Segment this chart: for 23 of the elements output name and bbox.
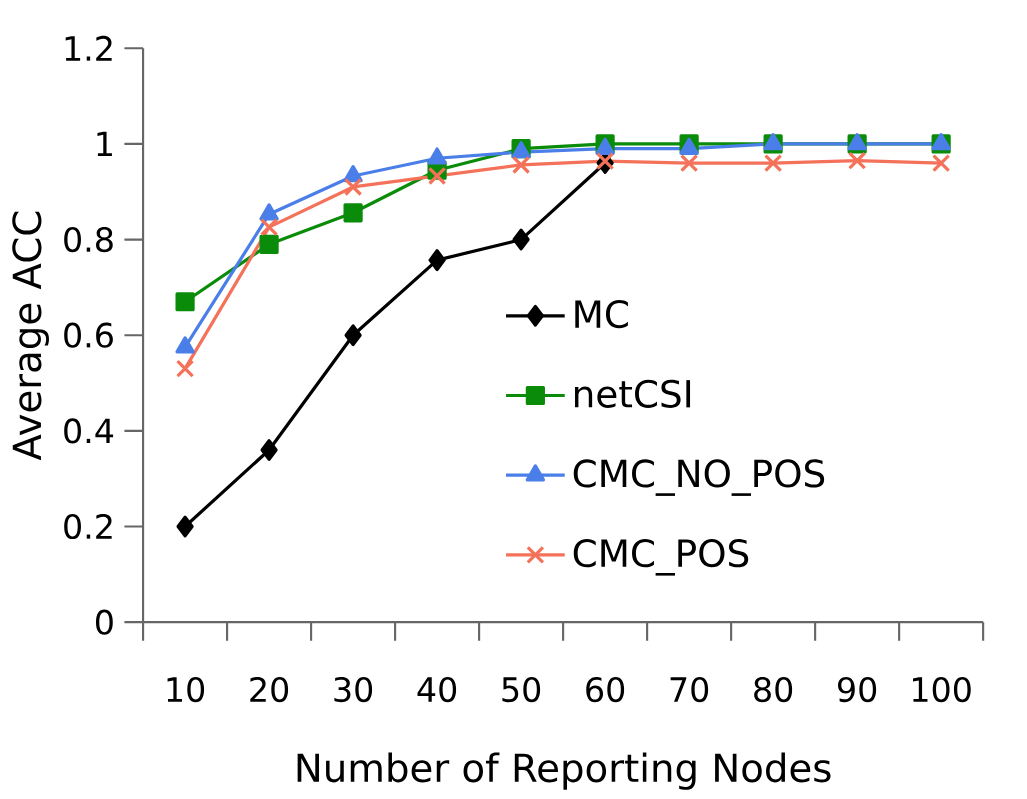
- y-tick-label: 1.2: [65, 35, 112, 61]
- x-tick-label: 20: [250, 677, 289, 703]
- x-tick-label: 50: [502, 677, 541, 703]
- x-tick-label: 90: [838, 677, 877, 703]
- x-tick-label: 10: [167, 677, 205, 703]
- x-tick-label: 70: [670, 677, 709, 703]
- legend-label: CMC_NO_POS: [573, 459, 825, 497]
- legend-label: CMC_POS: [573, 539, 749, 576]
- y-tick-label: 0.2: [64, 514, 112, 540]
- y-tick-label: 0: [96, 609, 113, 635]
- x-tick-label: 30: [334, 677, 373, 703]
- x-tick-label: 80: [754, 677, 793, 703]
- x-axis-title: Number of Reporting Nodes: [297, 752, 831, 790]
- x-tick-label: 100: [913, 677, 971, 703]
- y-tick-label: 1: [97, 131, 112, 157]
- legend-label: MC: [575, 300, 628, 329]
- legend-label: netCSI: [575, 379, 691, 409]
- y-axis-title: Average ACC: [12, 211, 49, 461]
- x-tick-label: 40: [417, 677, 457, 703]
- y-tick-label: 0.8: [64, 227, 113, 253]
- y-tick-label: 0.6: [64, 322, 113, 348]
- y-tick-label: 0.4: [64, 418, 114, 444]
- x-tick-label: 60: [586, 677, 625, 703]
